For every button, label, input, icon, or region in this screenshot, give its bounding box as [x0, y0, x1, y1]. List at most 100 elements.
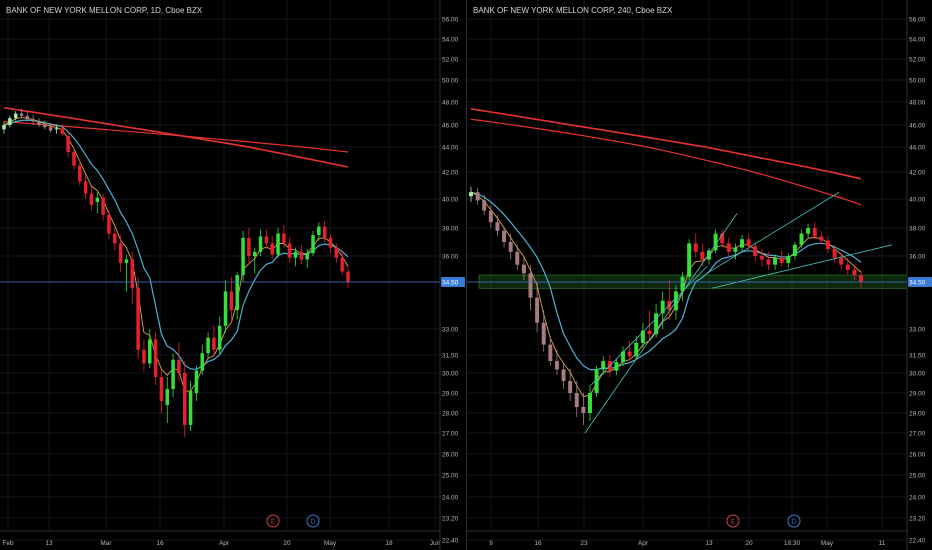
candle-body — [839, 257, 844, 265]
candle-body — [54, 128, 59, 130]
chart-pane-4h[interactable]: 56.00 54.00 52.00 50.00 48.00 46.00 44.00 42.00… — [466, 0, 932, 550]
event-badge-label: D — [792, 520, 797, 526]
y-axis-tick-label: 52.00 — [442, 57, 459, 64]
candle-body — [720, 233, 725, 244]
y-axis-tick-label: 31.50 — [442, 353, 459, 360]
sma-200-line — [3, 107, 349, 168]
candle-body — [693, 243, 698, 252]
x-axis-tick-label: 13 — [705, 540, 713, 547]
y-axis-tick-label: 27.00 — [909, 431, 926, 438]
candle-body — [792, 244, 797, 256]
chart-canvas-4h[interactable]: 56.00 54.00 52.00 50.00 48.00 46.00 44.00 42.00… — [467, 0, 932, 550]
candle-body — [212, 337, 216, 350]
candle-body — [136, 288, 140, 350]
chart-pane-daily[interactable]: 56.00 54.00 52.00 50.00 48.00 46.00 44.00 42.00… — [0, 0, 466, 550]
y-axis-tick-label: 46.00 — [442, 123, 459, 130]
y-axis-tick-label: 28.00 — [442, 411, 459, 418]
candle-body — [832, 249, 837, 258]
candle-body — [276, 233, 280, 255]
y-axis-tick-label: 42.00 — [909, 170, 926, 177]
candle-body — [206, 337, 210, 354]
candle-body — [223, 291, 228, 326]
x-axis-tick-label: 16 — [156, 540, 164, 547]
candle-body — [19, 113, 24, 116]
x-axis-tick-label: 20 — [745, 540, 753, 547]
y-axis-tick-label: 24.00 — [909, 495, 926, 502]
candle-body — [495, 222, 500, 231]
candle-body — [95, 197, 100, 202]
candle-body — [66, 136, 70, 152]
candle-body — [159, 377, 164, 401]
candle-body — [194, 370, 199, 393]
candle-body — [515, 251, 520, 265]
x-axis-tick-label: 23 — [580, 540, 588, 547]
chart-canvas-daily[interactable]: 56.00 54.00 52.00 50.00 48.00 46.00 44.00 42.00… — [0, 0, 466, 550]
y-axis-tick-label: 44.00 — [909, 145, 926, 152]
candle-body — [60, 128, 65, 134]
sma-100-line — [3, 121, 349, 153]
y-axis-tick-label: 22.40 — [909, 538, 926, 545]
event-badge-label: E — [731, 520, 735, 526]
candle-body — [311, 235, 315, 254]
candle-body — [13, 113, 18, 119]
candle-body — [101, 197, 105, 215]
y-axis-tick-label: 48.00 — [909, 100, 926, 107]
x-axis-tick-label: Apr — [219, 540, 230, 547]
candle-body — [31, 119, 35, 122]
candle-body — [153, 339, 158, 377]
candle-body — [535, 297, 540, 323]
chart-title-daily: BANK OF NEW YORK MELLON CORP, 1D, Cboe B… — [6, 6, 203, 15]
candle-body — [475, 192, 480, 201]
candle-body — [37, 121, 41, 125]
candle-body — [647, 330, 652, 335]
candle-body — [148, 339, 152, 364]
sma-100-line — [470, 118, 862, 206]
candle-body — [83, 181, 88, 194]
y-axis-tick-label: 24.00 — [442, 495, 459, 502]
x-axis-tick-label: 13 — [45, 540, 53, 547]
candle-body — [680, 276, 685, 292]
x-axis-tick-label: Mar — [100, 540, 112, 547]
candle-body — [548, 344, 553, 361]
candle-body — [759, 256, 764, 260]
candle-body — [502, 230, 507, 242]
candle-body — [521, 264, 526, 274]
candle-body — [282, 233, 286, 244]
candle-body — [235, 275, 239, 311]
candle-body — [177, 359, 181, 373]
dividend-badge — [787, 514, 801, 528]
candle-body — [627, 351, 632, 357]
candle-body — [113, 233, 117, 244]
chart-title-4h: BANK OF NEW YORK MELLON CORP, 240, Cboe … — [473, 6, 673, 15]
x-axis-tick-label: 16 — [534, 540, 542, 547]
candle-body — [588, 393, 592, 413]
y-axis-tick-label: 38.00 — [909, 226, 926, 233]
candle-body — [48, 127, 53, 131]
candle-body — [25, 115, 30, 120]
x-axis-tick-label: 18 — [385, 540, 393, 547]
candle-body — [287, 243, 292, 258]
candle-body — [786, 256, 791, 263]
candle-body — [687, 243, 692, 277]
candle-body — [229, 291, 234, 311]
candle-body — [241, 237, 245, 276]
y-axis-tick-label: 52.00 — [909, 57, 926, 64]
y-axis-tick-label: 31.50 — [909, 353, 926, 360]
y-axis-tick-label: 44.00 — [442, 145, 459, 152]
candle-body — [165, 389, 170, 405]
candle-body — [118, 243, 123, 263]
x-axis-tick-label: Apr — [638, 540, 649, 547]
y-axis-tick-label: 26.00 — [442, 452, 459, 459]
candle-body — [142, 349, 146, 364]
y-axis-tick-label: 23.20 — [909, 516, 926, 523]
dividend-badge — [306, 514, 320, 528]
candle-body — [258, 236, 263, 252]
candle-body — [819, 236, 824, 241]
candle-body — [469, 192, 473, 197]
candle-body — [568, 381, 573, 393]
y-axis-tick-label: 25.00 — [442, 473, 459, 480]
candle-body — [340, 257, 344, 272]
candle-body — [188, 391, 193, 425]
candle-body — [640, 330, 645, 343]
candle-body — [726, 243, 731, 252]
